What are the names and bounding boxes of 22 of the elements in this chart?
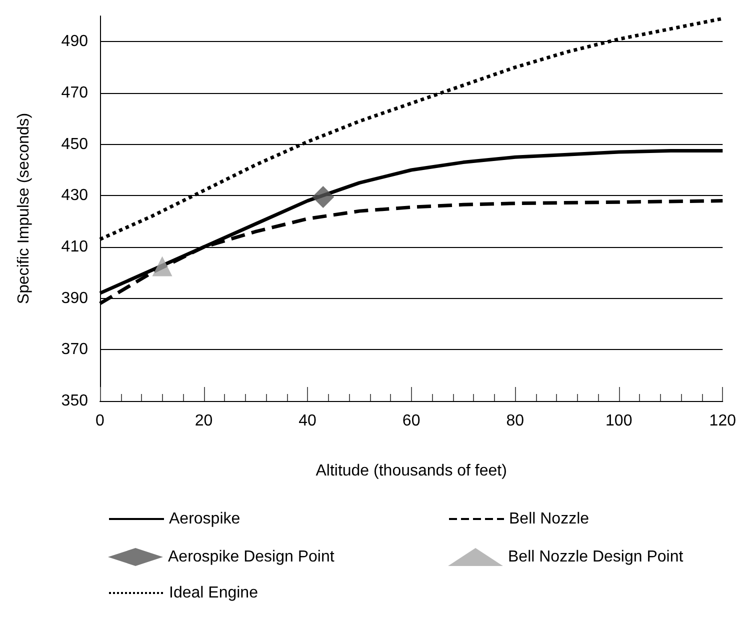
y-tick-label: 390 bbox=[61, 290, 88, 307]
x-tick-label: 20 bbox=[194, 412, 213, 430]
legend-label: Ideal Engine bbox=[169, 584, 258, 602]
y-tick-label: 370 bbox=[61, 341, 88, 358]
legend-label: Bell Nozzle bbox=[509, 510, 590, 528]
x-axis-title: Altitude (thousands of feet) bbox=[316, 462, 507, 480]
legend-label: Aerospike bbox=[169, 510, 240, 528]
legend-label: Bell Nozzle Design Point bbox=[508, 548, 684, 566]
y-tick-label: 410 bbox=[61, 238, 88, 256]
y-axis-title: Specific Impulse (seconds) bbox=[16, 112, 32, 304]
x-tick-label: 40 bbox=[298, 412, 317, 430]
x-tick-label: 120 bbox=[709, 412, 736, 430]
y-tick-label: 470 bbox=[61, 84, 88, 102]
x-tick-label: 100 bbox=[606, 412, 632, 430]
y-tick-label: 450 bbox=[61, 136, 88, 153]
x-tick-label: 60 bbox=[402, 412, 420, 430]
y-tick-label: 430 bbox=[61, 187, 88, 204]
legend-label: Aerospike Design Point bbox=[168, 548, 335, 566]
y-tick-label: 490 bbox=[61, 33, 88, 50]
y-tick-label: 350 bbox=[61, 392, 88, 410]
x-tick-label: 0 bbox=[96, 412, 105, 430]
x-tick-label: 80 bbox=[506, 412, 524, 430]
